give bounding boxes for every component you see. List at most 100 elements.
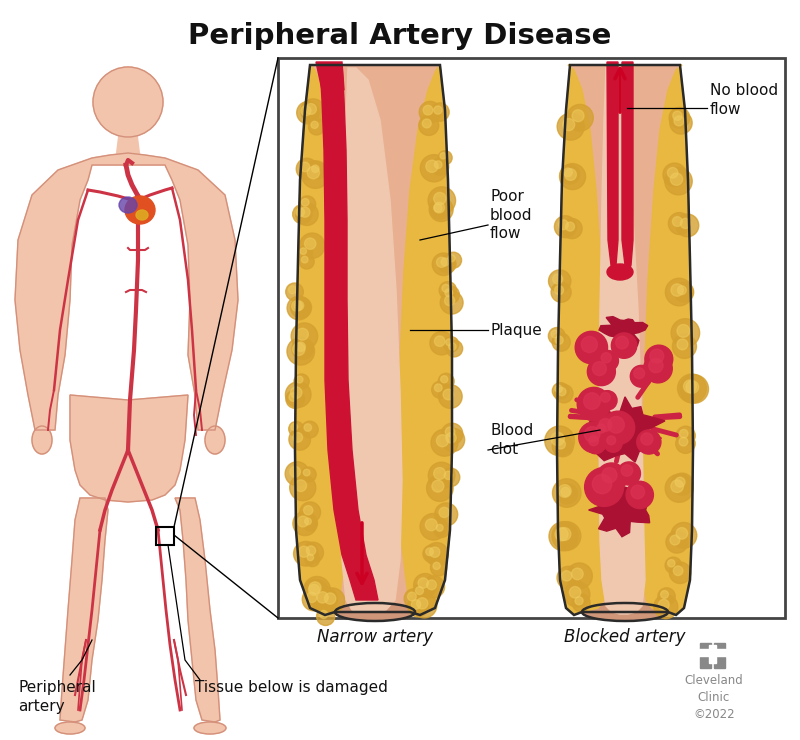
Circle shape bbox=[658, 588, 675, 605]
Circle shape bbox=[592, 362, 606, 376]
Circle shape bbox=[296, 203, 318, 226]
Circle shape bbox=[303, 505, 313, 515]
Text: Blood
clot: Blood clot bbox=[490, 423, 534, 457]
Circle shape bbox=[446, 252, 462, 268]
Circle shape bbox=[680, 374, 709, 403]
Circle shape bbox=[641, 433, 653, 445]
Circle shape bbox=[309, 163, 326, 179]
Circle shape bbox=[296, 376, 303, 383]
Circle shape bbox=[604, 434, 622, 452]
Circle shape bbox=[404, 589, 424, 608]
Circle shape bbox=[407, 592, 416, 601]
Circle shape bbox=[549, 270, 571, 292]
Ellipse shape bbox=[119, 197, 137, 213]
Circle shape bbox=[432, 381, 449, 398]
Text: Plaque: Plaque bbox=[490, 323, 542, 337]
Circle shape bbox=[432, 480, 444, 492]
Circle shape bbox=[285, 462, 309, 485]
Circle shape bbox=[304, 579, 328, 604]
Circle shape bbox=[294, 542, 318, 566]
Circle shape bbox=[306, 592, 317, 602]
Polygon shape bbox=[599, 317, 648, 346]
Circle shape bbox=[412, 593, 437, 618]
Circle shape bbox=[290, 297, 311, 318]
Circle shape bbox=[434, 192, 446, 205]
Circle shape bbox=[565, 169, 576, 181]
Circle shape bbox=[302, 161, 329, 189]
Circle shape bbox=[302, 516, 318, 531]
Circle shape bbox=[293, 343, 305, 355]
Circle shape bbox=[667, 167, 678, 178]
Circle shape bbox=[601, 353, 611, 363]
Circle shape bbox=[665, 474, 694, 502]
Polygon shape bbox=[599, 68, 645, 614]
Circle shape bbox=[585, 426, 600, 442]
Polygon shape bbox=[320, 65, 378, 600]
Circle shape bbox=[442, 284, 450, 292]
Circle shape bbox=[431, 429, 458, 456]
Circle shape bbox=[555, 386, 562, 393]
Circle shape bbox=[423, 545, 440, 562]
Circle shape bbox=[562, 571, 572, 581]
Circle shape bbox=[673, 334, 697, 358]
Circle shape bbox=[304, 576, 330, 603]
Circle shape bbox=[589, 436, 598, 445]
Circle shape bbox=[637, 430, 661, 454]
Circle shape bbox=[411, 599, 421, 609]
Text: No blood
flow: No blood flow bbox=[710, 83, 778, 117]
Circle shape bbox=[661, 591, 669, 599]
Polygon shape bbox=[70, 395, 188, 502]
Circle shape bbox=[290, 474, 316, 501]
Circle shape bbox=[552, 383, 569, 399]
Circle shape bbox=[301, 99, 325, 123]
Circle shape bbox=[300, 162, 310, 172]
Polygon shape bbox=[589, 486, 650, 536]
Circle shape bbox=[566, 222, 574, 231]
Ellipse shape bbox=[582, 603, 668, 621]
Circle shape bbox=[293, 432, 302, 443]
Circle shape bbox=[566, 563, 592, 589]
Circle shape bbox=[675, 477, 685, 487]
Circle shape bbox=[445, 295, 454, 306]
Circle shape bbox=[674, 116, 684, 126]
Polygon shape bbox=[295, 65, 350, 615]
Circle shape bbox=[441, 258, 449, 266]
Circle shape bbox=[556, 440, 566, 449]
Circle shape bbox=[296, 342, 306, 351]
Circle shape bbox=[678, 286, 686, 295]
Circle shape bbox=[420, 514, 446, 540]
Circle shape bbox=[554, 286, 564, 295]
Circle shape bbox=[432, 158, 449, 175]
Circle shape bbox=[300, 207, 310, 218]
Circle shape bbox=[299, 196, 316, 212]
Circle shape bbox=[558, 528, 571, 540]
Circle shape bbox=[299, 233, 325, 258]
Bar bbox=[156, 527, 174, 545]
Circle shape bbox=[438, 385, 462, 408]
Circle shape bbox=[295, 480, 306, 491]
Circle shape bbox=[611, 333, 637, 358]
Circle shape bbox=[317, 608, 334, 625]
Circle shape bbox=[601, 392, 610, 403]
Circle shape bbox=[575, 332, 607, 363]
Circle shape bbox=[678, 374, 706, 403]
Circle shape bbox=[575, 596, 583, 605]
Circle shape bbox=[441, 376, 448, 383]
Circle shape bbox=[599, 419, 612, 431]
Circle shape bbox=[606, 436, 616, 445]
Text: Peripheral Artery Disease: Peripheral Artery Disease bbox=[188, 22, 612, 50]
Circle shape bbox=[596, 463, 626, 494]
Circle shape bbox=[608, 417, 624, 433]
Circle shape bbox=[552, 522, 581, 551]
Bar bbox=[278, 58, 785, 618]
Text: Blocked artery: Blocked artery bbox=[564, 628, 686, 646]
Circle shape bbox=[680, 218, 690, 229]
Ellipse shape bbox=[55, 722, 85, 734]
Circle shape bbox=[437, 258, 446, 267]
Circle shape bbox=[430, 559, 446, 576]
Circle shape bbox=[286, 390, 305, 408]
Circle shape bbox=[291, 423, 298, 431]
Circle shape bbox=[677, 339, 688, 350]
Circle shape bbox=[319, 610, 328, 619]
Circle shape bbox=[311, 165, 319, 172]
